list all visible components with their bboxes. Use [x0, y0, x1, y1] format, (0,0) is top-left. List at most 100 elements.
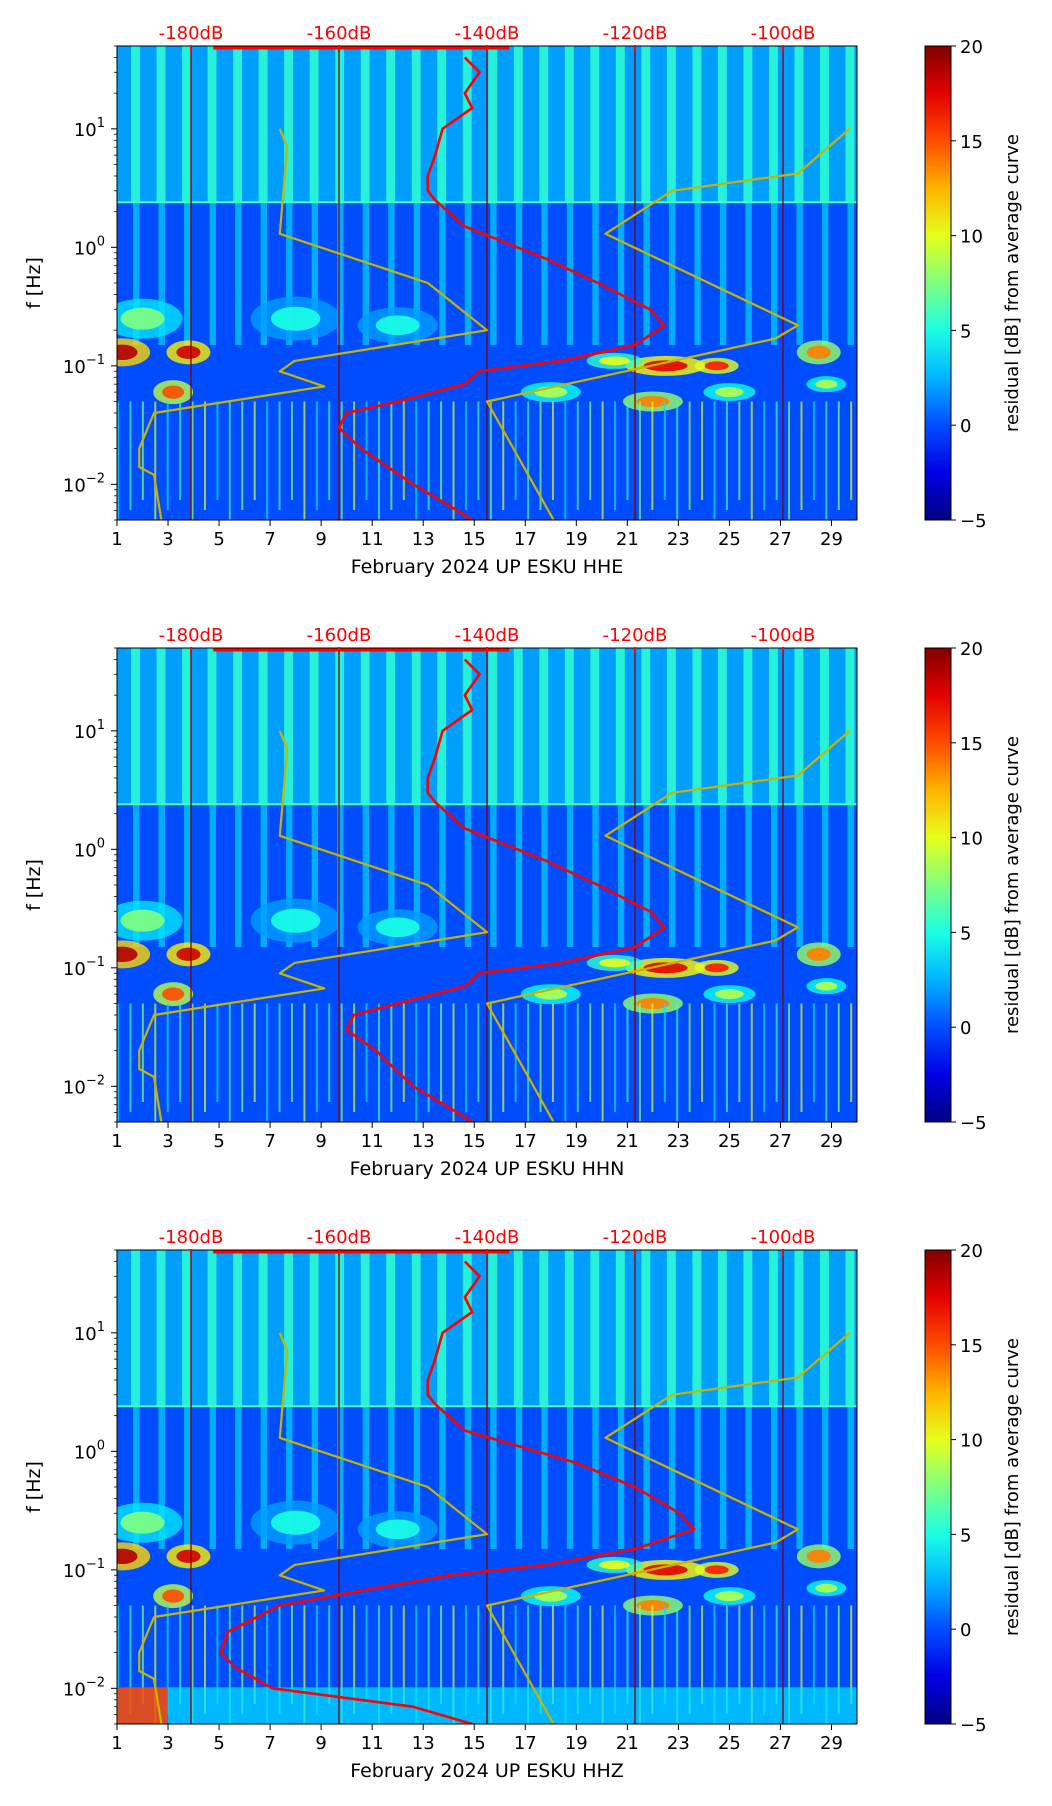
y-tick-label: 101	[74, 1320, 105, 1345]
spectrogram-heatmap	[117, 46, 857, 520]
y-tick-label: 100	[74, 1438, 105, 1463]
y-axis-label: f [Hz]	[23, 859, 45, 911]
spectrogram-heatmap	[117, 1250, 857, 1724]
colorbar-tick-label: 10	[960, 1431, 983, 1452]
x-tick-label: 7	[264, 1131, 275, 1152]
colorbar-tick-label: 15	[960, 1336, 983, 1357]
panel-hhn: -180dB -160dB -140dB -120dB -100dB 1 3 5 7 9 11 13 1…	[0, 602, 1052, 1204]
colorbar	[924, 647, 952, 1123]
colorbar	[924, 1249, 952, 1725]
x-axis-label: February 2024 UP ESKU HHE	[351, 556, 624, 578]
x-tick-label: 29	[820, 1733, 843, 1754]
db-label: -120dB	[603, 625, 668, 646]
y-tick-label: 10−1	[63, 1557, 105, 1582]
x-tick-label: 17	[514, 1733, 537, 1754]
x-tick-label: 29	[820, 1131, 843, 1152]
db-label: -180dB	[159, 1227, 224, 1248]
x-tick-label: 11	[361, 1733, 384, 1754]
x-tick-label: 19	[565, 1733, 588, 1754]
y-tick-label: 10−2	[63, 1675, 105, 1700]
nlnm-curve-line	[138, 730, 489, 1122]
y-axis-label: f [Hz]	[23, 257, 45, 309]
x-tick-label: 11	[361, 529, 384, 550]
db-label: -180dB	[159, 625, 224, 646]
x-tick-label: 1	[111, 529, 122, 550]
db-label: -100dB	[751, 23, 816, 44]
x-tick-label: 25	[718, 1131, 741, 1152]
x-tick-label: 7	[264, 529, 275, 550]
x-tick-label: 29	[820, 529, 843, 550]
db-label: -160dB	[307, 23, 372, 44]
nhnm-curve-line	[485, 127, 851, 520]
x-tick-label: 21	[616, 1131, 639, 1152]
db-label: -160dB	[307, 625, 372, 646]
x-axis-label: February 2024 UP ESKU HHN	[350, 1158, 625, 1180]
x-tick-label: 23	[667, 529, 690, 550]
y-tick-label: 10−1	[63, 955, 105, 980]
colorbar-tick-label: −5	[960, 1715, 987, 1736]
x-tick-label: 27	[769, 1733, 792, 1754]
x-tick-label: 1	[111, 1733, 122, 1754]
x-tick-label: 19	[565, 529, 588, 550]
db-label: -140dB	[455, 1227, 520, 1248]
colorbar-tick-label: 5	[960, 321, 971, 342]
spectrogram-heatmap	[117, 648, 857, 1122]
colorbar-tick-label: 0	[960, 416, 971, 437]
colorbar-tick-label: 0	[960, 1620, 971, 1641]
x-tick-label: 17	[514, 529, 537, 550]
x-tick-label: 9	[315, 1131, 326, 1152]
y-tick-label: 10−1	[63, 353, 105, 378]
colorbar-tick-label: 10	[960, 829, 983, 850]
x-tick-label: 5	[213, 1131, 224, 1152]
db-label: -160dB	[307, 1227, 372, 1248]
colorbar-tick-label: −5	[960, 511, 987, 532]
colorbar	[924, 45, 952, 521]
db-label: -140dB	[455, 625, 520, 646]
x-tick-label: 5	[213, 529, 224, 550]
colorbar-tick-label: 15	[960, 132, 983, 153]
db-label: -180dB	[159, 23, 224, 44]
colorbar-tick-label: 20	[960, 639, 983, 660]
colorbar-tick-label: 10	[960, 227, 983, 248]
x-tick-label: 1	[111, 1131, 122, 1152]
db-label: -120dB	[603, 1227, 668, 1248]
x-tick-label: 25	[718, 1733, 741, 1754]
nlnm-curve-line	[138, 128, 489, 520]
y-tick-label: 10−2	[63, 1073, 105, 1098]
colorbar-tick-label: 5	[960, 1525, 971, 1546]
x-tick-label: 7	[264, 1733, 275, 1754]
x-tick-label: 19	[565, 1131, 588, 1152]
x-tick-label: 3	[162, 1733, 173, 1754]
x-tick-label: 21	[616, 529, 639, 550]
average-curve-line	[345, 658, 666, 1122]
y-axis-label: f [Hz]	[23, 1461, 45, 1513]
x-tick-label: 15	[463, 1733, 486, 1754]
y-tick-label: 10−2	[63, 471, 105, 496]
average-curve-line	[219, 1260, 696, 1724]
y-tick-label: 101	[74, 718, 105, 743]
db-label: -100dB	[751, 1227, 816, 1248]
x-tick-label: 13	[412, 1733, 435, 1754]
x-tick-label: 3	[162, 1131, 173, 1152]
colorbar-tick-label: 0	[960, 1018, 971, 1039]
panel-hhe: -180dB -160dB -140dB -120dB -100dB 1 3 5 7 9 11 13 1…	[0, 0, 1052, 602]
x-tick-label: 5	[213, 1733, 224, 1754]
colorbar-label: residual [dB] from average curve	[1002, 736, 1023, 1034]
x-tick-label: 21	[616, 1733, 639, 1754]
x-tick-label: 9	[315, 1733, 326, 1754]
x-tick-label: 13	[412, 529, 435, 550]
colorbar-label: residual [dB] from average curve	[1002, 134, 1023, 432]
nhnm-curve-line	[485, 729, 851, 1122]
x-tick-label: 3	[162, 529, 173, 550]
colorbar-tick-label: 15	[960, 734, 983, 755]
colorbar-tick-label: 20	[960, 37, 983, 58]
db-label: -120dB	[603, 23, 668, 44]
colorbar-tick-label: 5	[960, 923, 971, 944]
x-tick-label: 13	[412, 1131, 435, 1152]
nlnm-curve-line	[138, 1332, 489, 1724]
y-tick-label: 100	[74, 836, 105, 861]
db-label: -140dB	[455, 23, 520, 44]
